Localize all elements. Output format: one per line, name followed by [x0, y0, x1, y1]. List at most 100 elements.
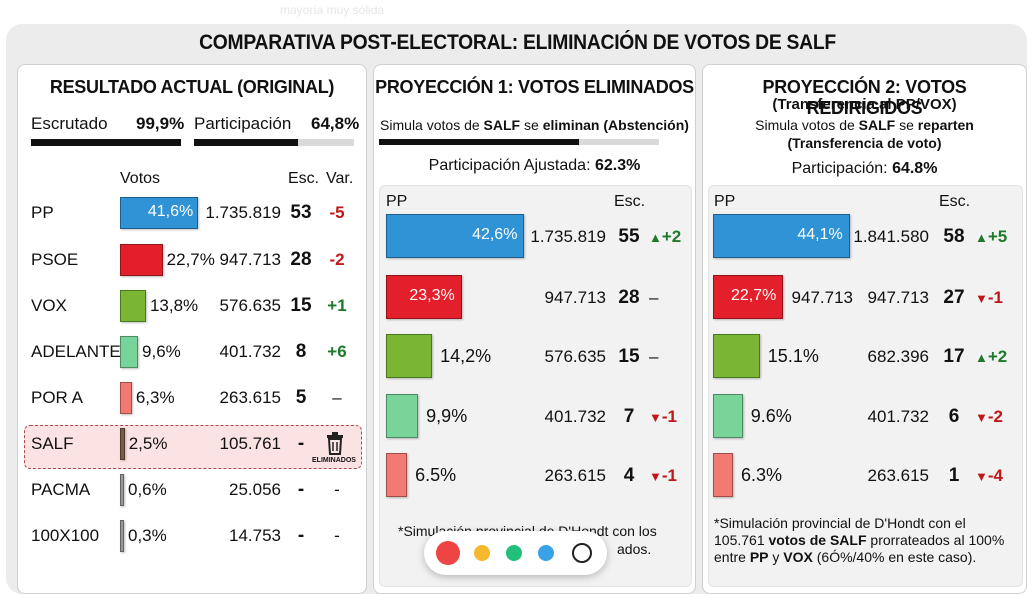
- party-label: VOX: [31, 296, 67, 315]
- vote-count: 25.056: [229, 480, 281, 499]
- vote-bar: [386, 275, 462, 319]
- p1-col-seats: Esc.: [614, 193, 646, 210]
- p2-subtitle-mid: se: [895, 117, 918, 133]
- salf-highlight-box: [24, 425, 362, 469]
- p2-fn3-post: (6Ó%/40% en este caso).: [812, 549, 977, 565]
- vote-bar: [713, 334, 760, 378]
- vote-bar: [386, 214, 525, 258]
- green-color-dot[interactable]: [506, 545, 522, 561]
- panel-p2-title: PROYECCIÓN 2: VOTOS REDIRIGIDOS: [762, 77, 967, 118]
- vote-bar: [120, 336, 139, 368]
- p2-turnout-value: 64.8%: [892, 160, 938, 177]
- p1-subtitle-pre: Simula votos de: [380, 117, 484, 133]
- vote-count: 1.841.580: [853, 227, 929, 246]
- p1-subtitle: Simula votos de SALF se eliminan (Absten…: [374, 117, 695, 133]
- vote-count: 401.732: [219, 342, 281, 361]
- vote-bar: [713, 394, 743, 438]
- arrow-up-icon: ▲: [649, 230, 662, 245]
- seat-variation: -2: [329, 250, 345, 269]
- seat-variation: -: [334, 526, 340, 545]
- col-seats-header: Esc.: [288, 170, 320, 187]
- vote-count: 263.615: [219, 388, 281, 407]
- panel-original-title: RESULTADO ACTUAL (ORIGINAL): [49, 77, 335, 97]
- arrow-down-icon: ▼: [975, 410, 988, 425]
- p1-subtitle-mid: se: [520, 117, 543, 133]
- party-label: PP: [31, 203, 54, 222]
- arrow-down-icon: ▼: [975, 291, 988, 306]
- white-color-dot[interactable]: [572, 543, 592, 563]
- scrutinized-bar: [31, 139, 181, 146]
- vote-count: 1.735.819: [205, 203, 281, 222]
- vote-bar: [120, 382, 132, 414]
- vote-bar: [713, 214, 850, 258]
- vote-bar: [120, 197, 199, 229]
- vote-pct: 44,1%: [797, 226, 843, 243]
- turnout-label: Participación: [194, 114, 292, 133]
- seat-variation: ▼-1: [975, 288, 1003, 308]
- col-var-header: Var.: [326, 170, 354, 187]
- arrow-down-icon: ▼: [975, 469, 988, 484]
- p2-footnote-line1: *Simulación provincial de D'Hondt con el: [714, 515, 966, 531]
- vote-bar: [713, 275, 784, 319]
- turnout-bar-fill: [194, 139, 298, 146]
- p1-subtitle-party: SALF: [483, 117, 521, 133]
- seat-count: -: [297, 433, 305, 454]
- arrow-down-icon: ▼: [649, 469, 662, 484]
- p2-footnote-line3: entre PP y VOX (6Ó%/40% en este caso).: [714, 549, 976, 566]
- seat-count: -: [297, 479, 305, 500]
- seat-count: 53: [290, 202, 312, 223]
- vote-bar: [713, 453, 733, 497]
- faded-header-text: mayoría muy sólida: [280, 3, 385, 17]
- party-label: PACMA: [31, 480, 91, 499]
- vote-pct: 0,6%: [128, 480, 167, 499]
- yellow-color-dot[interactable]: [474, 545, 490, 561]
- vote-pct: 9,9%: [426, 406, 468, 426]
- arrow-down-icon: ▼: [649, 410, 662, 425]
- panel-original: RESULTADO ACTUAL (ORIGINAL) Escrutado 99…: [17, 64, 367, 594]
- p2-fn2-pre: 105.761: [714, 532, 769, 548]
- panel-projection-1: PROYECCIÓN 1: VOTOS ELIMINADOS Simula vo…: [373, 64, 696, 594]
- vote-count: 947.713: [867, 288, 929, 307]
- vote-count: 947.713: [544, 288, 606, 307]
- vote-count: 401.732: [544, 407, 606, 426]
- seat-variation-value: -1: [661, 466, 677, 485]
- color-picker-toolbar: [424, 531, 607, 575]
- vote-bar: [386, 334, 433, 378]
- seat-count: 5: [295, 387, 307, 408]
- seat-variation: ▼-1: [649, 407, 677, 427]
- seat-count: 27: [943, 287, 965, 308]
- party-label: ADELANTE: [31, 342, 121, 361]
- vote-pct: 9,6%: [142, 342, 181, 361]
- vote-pct: 14,2%: [440, 346, 492, 366]
- seat-count: 28: [290, 249, 312, 270]
- seat-variation-value: -4: [987, 466, 1003, 485]
- party-label: PSOE: [31, 250, 79, 269]
- p1-turnout-value: 62.3%: [594, 157, 641, 174]
- vote-pct: 15.1%: [767, 346, 819, 366]
- red-color-dot[interactable]: [436, 541, 460, 565]
- p1-subtitle-action: eliminan: [542, 117, 600, 133]
- trash-icon: [327, 432, 343, 455]
- vote-bar: [120, 520, 124, 552]
- blue-color-dot[interactable]: [538, 545, 554, 561]
- vote-count-secondary: 947.713: [791, 288, 853, 307]
- vote-pct: 23,3%: [409, 287, 455, 304]
- p2-footnote-line2: 105.761 votos de SALF prorrateados al 10…: [714, 532, 1004, 549]
- vote-bar: [120, 290, 146, 322]
- seat-variation: ▲+2: [649, 227, 681, 247]
- vote-count: 576.635: [219, 296, 281, 315]
- p1-subtitle-post: (Abstención): [599, 117, 689, 133]
- p1-turnout: Participación Ajustada: 62.3%: [374, 157, 695, 175]
- seat-variation: ▼-1: [649, 466, 677, 486]
- p2-col-party: PP: [714, 193, 736, 210]
- vote-pct: 0,3%: [128, 526, 167, 545]
- vote-count: 576.635: [544, 347, 606, 366]
- arrow-up-icon: ▲: [975, 350, 988, 365]
- p2-fn3-y: y: [768, 549, 784, 565]
- p2-fn2-post: prorrateados al 100%: [866, 532, 1005, 548]
- col-votes-header: Votos: [120, 170, 161, 187]
- vote-bar: [386, 394, 419, 438]
- p1-progress-fill: [379, 139, 579, 145]
- p1-footnote-line2: ados.: [617, 541, 652, 557]
- seat-variation-value: –: [649, 347, 659, 366]
